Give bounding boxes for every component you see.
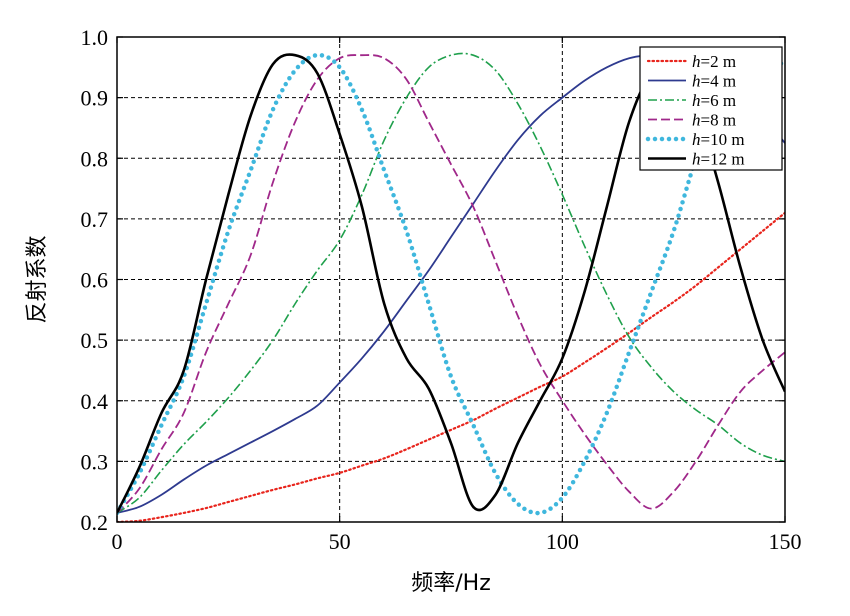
legend-box: [639, 46, 783, 171]
legend-entry-var: h: [692, 111, 701, 130]
legend-entry-var: h: [692, 130, 701, 149]
series-line-h-2-m: [117, 211, 785, 522]
x-tick-label: 50: [329, 529, 351, 554]
legend-entry-value: =12 m: [701, 150, 745, 169]
legend-entry-value: =2 m: [701, 52, 737, 71]
y-tick-label: 1.0: [81, 25, 109, 50]
legend-entry-var: h: [692, 91, 701, 110]
axis-ticks: 0 50 100 150 0.2 0.3 0.4 0.5 0.6 0.7 0.8 0.9 1.0: [81, 25, 802, 554]
x-axis-label: 频率/Hz: [411, 571, 491, 596]
y-tick-label: 0.8: [81, 146, 109, 171]
legend-entry-value: =6 m: [701, 91, 737, 110]
legend-entry-label: h=8 m: [692, 111, 736, 130]
y-tick-label: 0.3: [81, 449, 109, 474]
legend-entry-label: h=10 m: [692, 130, 745, 149]
series-line-h-10-m: [117, 52, 785, 516]
legend: h=2 mh=4 mh=6 mh=8 mh=10 mh=12 m: [639, 46, 783, 171]
x-tick-label: 150: [769, 529, 802, 554]
y-tick-label: 0.6: [81, 268, 109, 293]
y-axis-label: 反射系数: [25, 235, 50, 323]
y-tick-label: 0.4: [81, 389, 109, 414]
legend-entry-value: =4 m: [701, 72, 737, 91]
y-tick-label: 0.7: [81, 207, 109, 232]
series-line-h-8-m: [117, 54, 785, 514]
legend-entry-var: h: [692, 150, 701, 169]
y-tick-label: 0.5: [81, 328, 109, 353]
legend-entry-var: h: [692, 72, 701, 91]
legend-entry-value: =10 m: [701, 130, 745, 149]
legend-entry-label: h=6 m: [692, 91, 736, 110]
series-line-h-6-m: [117, 52, 785, 514]
legend-entry-label: h=4 m: [692, 72, 736, 91]
y-tick-label: 0.9: [81, 86, 109, 111]
legend-entry-label: h=2 m: [692, 52, 736, 71]
x-tick-label: 0: [112, 529, 123, 554]
y-tick-label: 0.2: [81, 510, 109, 535]
x-tick-label: 100: [546, 529, 579, 554]
legend-entry-value: =8 m: [701, 111, 737, 130]
legend-entry-var: h: [692, 52, 701, 71]
legend-entry-label: h=12 m: [692, 150, 745, 169]
